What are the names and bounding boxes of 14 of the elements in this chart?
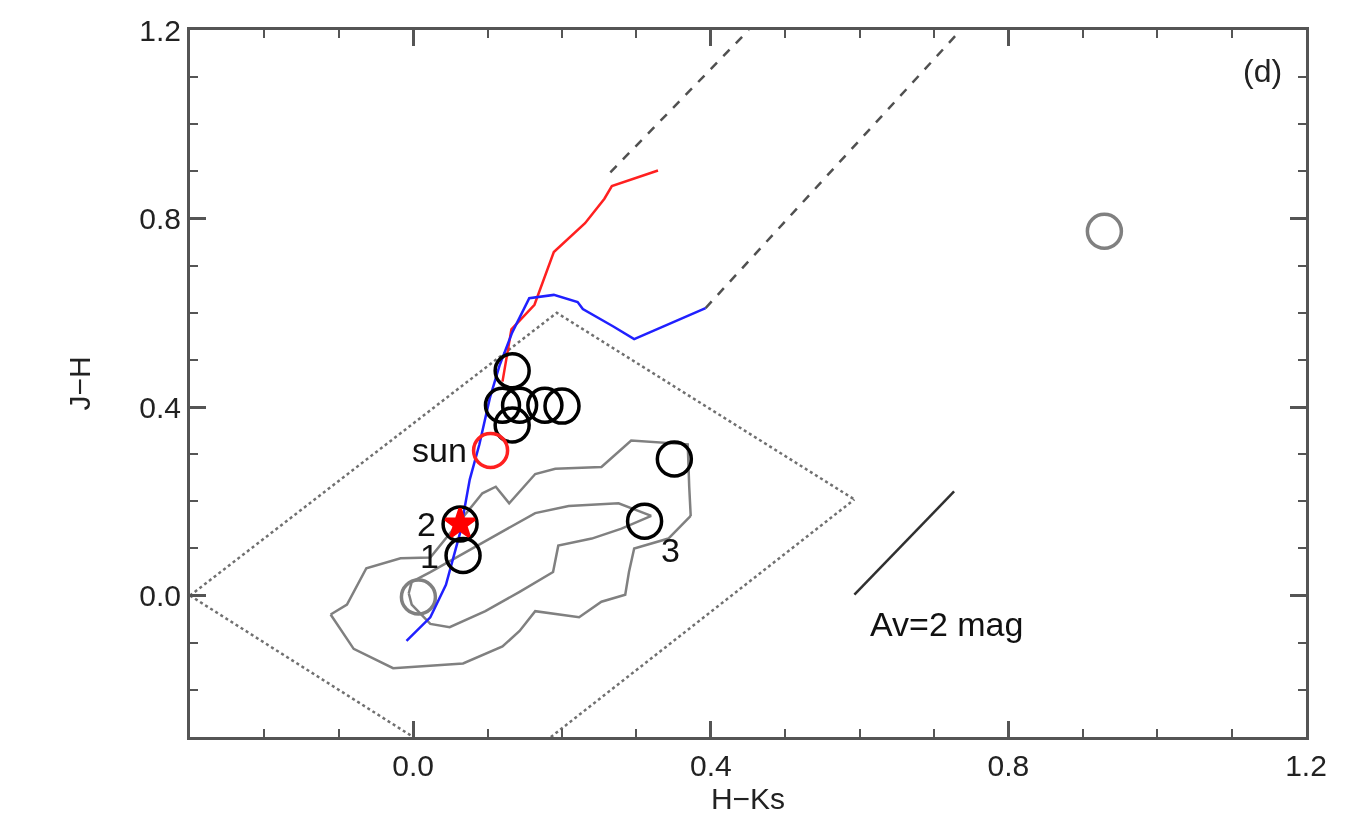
x-tick-label: 0.0 <box>392 749 435 782</box>
y-tick-label: 0.0 <box>139 579 181 613</box>
x-tick-label: 0.8 <box>987 749 1030 782</box>
x-tick-label: 0.4 <box>689 749 732 782</box>
x-axis-title: H−Ks <box>710 782 786 815</box>
y-tick-label: 0.8 <box>139 202 181 236</box>
y-tick-label: 0.4 <box>139 390 181 424</box>
annotation: (d) <box>1243 53 1283 89</box>
x-tick-label: 1.2 <box>1285 749 1327 782</box>
annotation: Av=2 mag <box>870 605 1024 643</box>
annotation: 3 <box>661 531 680 569</box>
annotation: sun <box>412 431 467 469</box>
y-axis-title: J−H <box>63 356 97 411</box>
y-tick-label: 1.2 <box>139 13 181 47</box>
